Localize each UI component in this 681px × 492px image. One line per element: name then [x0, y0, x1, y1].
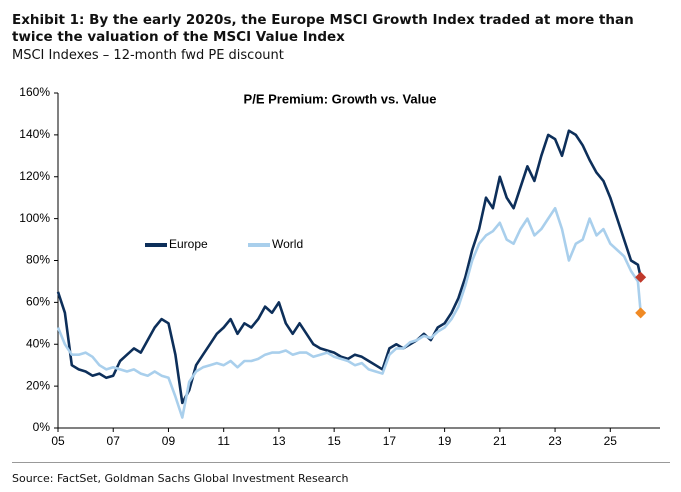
y-tick-label: 20%: [26, 378, 50, 392]
exhibit-subtitle: MSCI Indexes – 12-month fwd PE discount: [12, 48, 284, 63]
y-tick-label: 60%: [26, 295, 50, 309]
x-tick-label: 13: [272, 434, 286, 448]
x-tick-label: 09: [162, 434, 176, 448]
y-tick-label: 100%: [19, 211, 50, 225]
series-line: [56, 129, 642, 405]
x-tick-label: 25: [604, 434, 618, 448]
x-tick-label: 15: [327, 434, 341, 448]
end-marker: [635, 307, 647, 319]
x-tick-label: 07: [107, 434, 121, 448]
y-tick-label: 40%: [26, 336, 50, 350]
series-line: [56, 206, 642, 419]
chart: P/E Premium: Growth vs. Value 0% 20% 40% 60…: [19, 85, 660, 448]
x-tick-label: 21: [493, 434, 507, 448]
y-tick-label: 0%: [33, 420, 51, 434]
y-tick-label: 140%: [19, 127, 50, 141]
y-tick-label: 120%: [19, 169, 50, 183]
legend-label: World: [272, 237, 303, 251]
x-tick-label: 11: [217, 434, 230, 448]
x-tick-label: 23: [548, 434, 562, 448]
x-tick-label: 05: [51, 434, 65, 448]
y-tick-label: 80%: [26, 253, 50, 267]
exhibit-title: Exhibit 1: By the early 2020s, the Europ…: [12, 12, 634, 45]
y-tick-label: 160%: [19, 85, 50, 99]
chart-title: P/E Premium: Growth vs. Value: [244, 91, 437, 106]
x-tick-label: 19: [438, 434, 452, 448]
end-marker: [635, 271, 647, 283]
x-tick-label: 17: [383, 434, 397, 448]
legend-label: Europe: [169, 237, 208, 251]
source: Source: FactSet, Goldman Sachs Global In…: [12, 472, 349, 485]
separator: [12, 462, 670, 463]
